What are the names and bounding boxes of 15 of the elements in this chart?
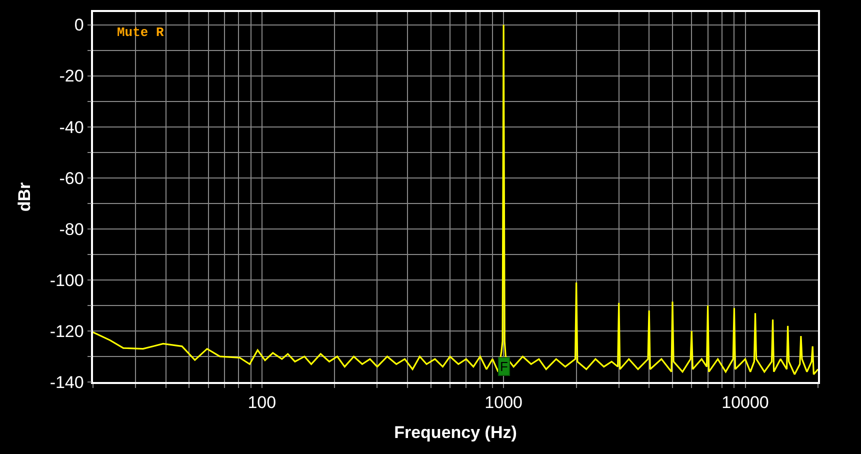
y-tick-label: -100 xyxy=(50,270,84,290)
x-tick-label: 10000 xyxy=(722,393,769,412)
x-tick-label: 1000 xyxy=(484,393,522,412)
y-tick-label: -40 xyxy=(59,118,84,137)
y-tick-label: -20 xyxy=(59,66,84,86)
y-tick-label: -140 xyxy=(50,372,84,392)
y-tick-label: -60 xyxy=(59,168,84,188)
y-tick-label: -120 xyxy=(50,322,84,341)
annotation: Mute R xyxy=(117,25,164,40)
y-tick-label: 0 xyxy=(74,16,84,35)
y-axis-title: dBr xyxy=(14,182,34,212)
x-tick-label: 100 xyxy=(248,393,276,412)
x-axis-title: Frequency (Hz) xyxy=(394,423,517,442)
y-tick-label: -80 xyxy=(59,220,84,239)
annotation: F xyxy=(500,359,508,374)
